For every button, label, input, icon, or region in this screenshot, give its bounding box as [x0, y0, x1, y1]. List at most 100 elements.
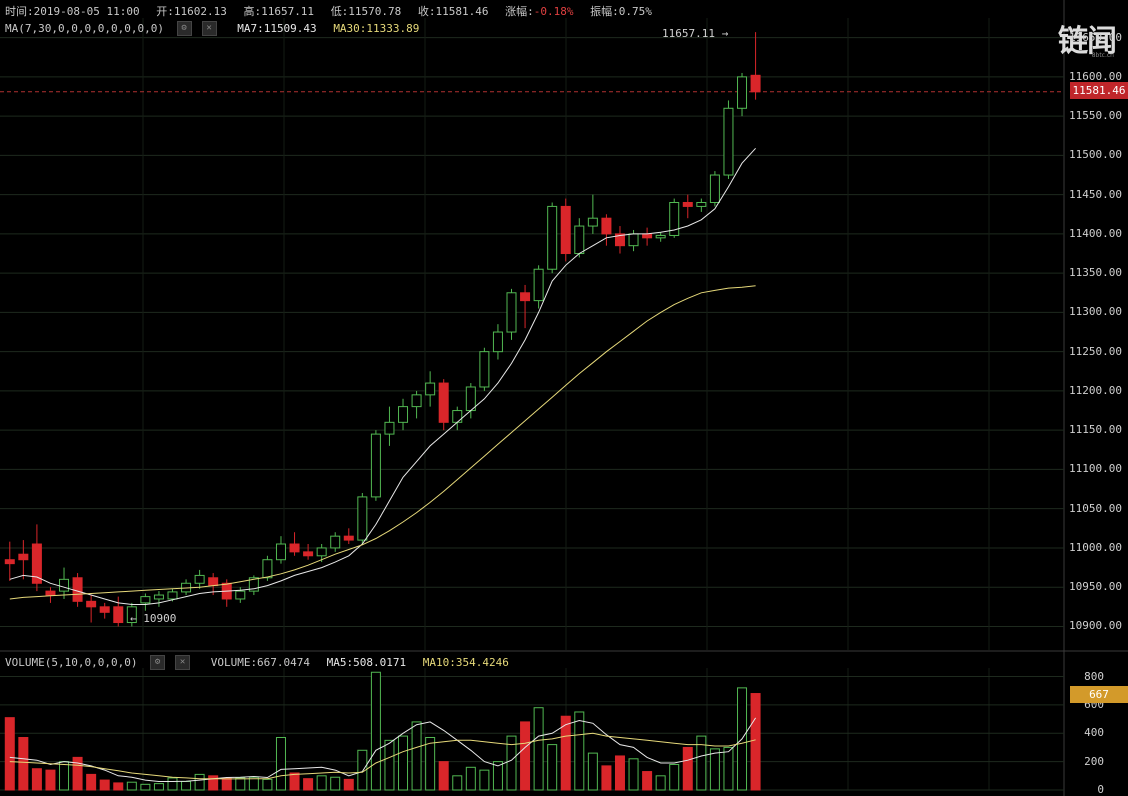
volume-bar [547, 744, 558, 791]
volume-bar [398, 735, 409, 791]
candle-body [479, 351, 490, 388]
candle-body [72, 577, 83, 602]
ma7-value: MA7:11509.43 [237, 21, 317, 35]
change-label: 涨幅: [505, 5, 534, 18]
volume-bar [289, 772, 300, 791]
price-tick-label: 11400.00 [1069, 226, 1122, 240]
close-value: 收:11581.46 [417, 5, 489, 18]
candle-body [465, 386, 476, 412]
volume-bar [601, 765, 612, 791]
volume-ma10-line [9, 732, 756, 780]
volume-bar [31, 768, 42, 791]
candle-body [520, 292, 531, 302]
volume-bar [59, 761, 70, 791]
ma-settings-icon[interactable]: ⚙ [176, 21, 192, 36]
price-tick-label: 10900.00 [1069, 619, 1122, 633]
volume-bar [560, 715, 571, 791]
ohlc-header: 时间:2019-08-05 11:00 开:11602.13 高:11657.1… [5, 3, 662, 19]
volume-bar [86, 773, 97, 791]
volume-bar [126, 781, 137, 791]
candle-body [31, 543, 42, 584]
vol-ma10-value: MA10:354.4246 [422, 655, 509, 669]
candle-body [628, 233, 639, 247]
candle-body [682, 201, 693, 207]
volume-bar [669, 763, 680, 791]
volume-tick-label: 400 [1084, 726, 1104, 740]
candle-body [113, 606, 124, 624]
volume-bar [72, 756, 83, 791]
volume-bar [438, 761, 449, 791]
amplitude-value: 振幅:0.75% [590, 5, 652, 18]
candle-body [126, 606, 137, 624]
candle-body [262, 559, 273, 579]
price-tick-label: 11150.00 [1069, 423, 1122, 437]
volume-bar [587, 752, 598, 791]
volume-bar [18, 737, 29, 791]
volume-bar [316, 775, 327, 791]
volume-bar [330, 776, 341, 791]
volume-bar [357, 749, 368, 791]
candle-body [99, 606, 110, 613]
volume-bar [628, 758, 639, 791]
candle-body [357, 496, 368, 541]
candle-body [194, 574, 205, 584]
volume-bar [45, 769, 56, 791]
candle-body [669, 201, 680, 236]
volume-bar [425, 737, 436, 791]
candle-body [696, 201, 707, 207]
high-value: 高:11657.11 [243, 5, 315, 18]
volume-bar [642, 771, 653, 791]
low-value: 低:11570.78 [330, 5, 402, 18]
candle-body [614, 233, 625, 247]
volume-bar [696, 735, 707, 791]
candle-body [601, 217, 612, 235]
volume-bar [303, 778, 314, 791]
volume-bar [723, 746, 734, 791]
candle-body [709, 174, 720, 203]
volume-tick-label: 200 [1084, 754, 1104, 768]
candle-body [411, 394, 422, 408]
price-tick-label: 11550.00 [1069, 109, 1122, 123]
volume-tick-label: 0 [1097, 783, 1104, 796]
candle-body [86, 600, 97, 608]
vol-ma5-value: MA5:508.0171 [326, 655, 407, 669]
candle-body [275, 543, 286, 561]
volume-bar [506, 735, 517, 791]
brand-logo-sub: 8btc.cn [1091, 52, 1114, 59]
low-annotation: ← 10900 [130, 612, 177, 625]
candle-body [587, 217, 598, 227]
time-value: 时间:2019-08-05 11:00 [5, 5, 140, 18]
candle-body [533, 268, 544, 302]
volume-bar [275, 737, 286, 791]
volume-bar [181, 780, 192, 791]
volume-bar [492, 761, 503, 791]
volume-tick-label: 800 [1084, 669, 1104, 683]
price-tick-label: 11450.00 [1069, 187, 1122, 201]
current-price-tag: 11581.46 [1070, 82, 1128, 99]
volume-settings-icon[interactable]: ⚙ [150, 655, 166, 670]
volume-bar [140, 783, 151, 791]
price-tick-label: 11100.00 [1069, 462, 1122, 476]
volume-bar [167, 777, 178, 791]
volume-bar [533, 707, 544, 791]
candle-body [289, 543, 300, 553]
volume-bar [235, 777, 246, 791]
volume-bar [452, 775, 463, 791]
volume-bar [99, 779, 110, 791]
candle-body [316, 547, 327, 557]
ma-close-icon[interactable]: ✕ [201, 21, 217, 36]
volume-bar [221, 777, 232, 791]
volume-bar [384, 739, 395, 791]
ma30-value: MA30:11333.89 [333, 21, 420, 35]
ma-indicator-label: MA(7,30,0,0,0,0,0,0,0,0) [5, 21, 164, 35]
price-tick-label: 11300.00 [1069, 305, 1122, 319]
volume-close-icon[interactable]: ✕ [175, 655, 191, 670]
volume-bar [262, 778, 273, 791]
candle-body [438, 382, 449, 423]
candle-body [303, 551, 314, 557]
candle-body [737, 76, 748, 109]
volume-bar [574, 711, 585, 791]
candle-body [492, 331, 503, 353]
candle-body [574, 225, 585, 255]
